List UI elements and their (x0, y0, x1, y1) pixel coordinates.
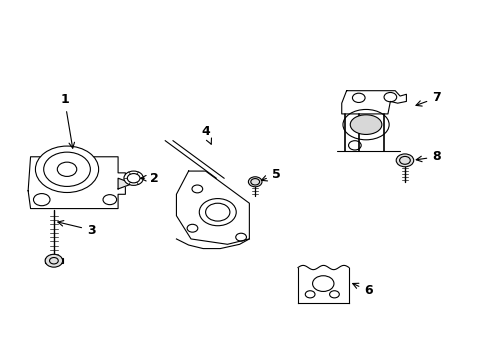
Text: 8: 8 (415, 150, 440, 163)
Circle shape (395, 154, 413, 167)
Text: 4: 4 (201, 125, 211, 144)
Polygon shape (341, 91, 406, 114)
Ellipse shape (342, 109, 388, 140)
Text: 6: 6 (352, 283, 372, 297)
Circle shape (199, 199, 236, 226)
Circle shape (123, 171, 143, 185)
Ellipse shape (349, 115, 381, 134)
Polygon shape (28, 157, 125, 208)
Circle shape (248, 177, 262, 187)
Polygon shape (176, 171, 249, 244)
Circle shape (45, 254, 62, 267)
Text: 3: 3 (58, 221, 96, 237)
Bar (45, 258, 62, 263)
Text: 5: 5 (261, 168, 280, 181)
Circle shape (35, 146, 99, 193)
Polygon shape (118, 178, 132, 189)
Text: 1: 1 (60, 93, 74, 148)
Circle shape (312, 276, 333, 292)
Text: 2: 2 (140, 172, 159, 185)
Text: 7: 7 (415, 91, 440, 106)
